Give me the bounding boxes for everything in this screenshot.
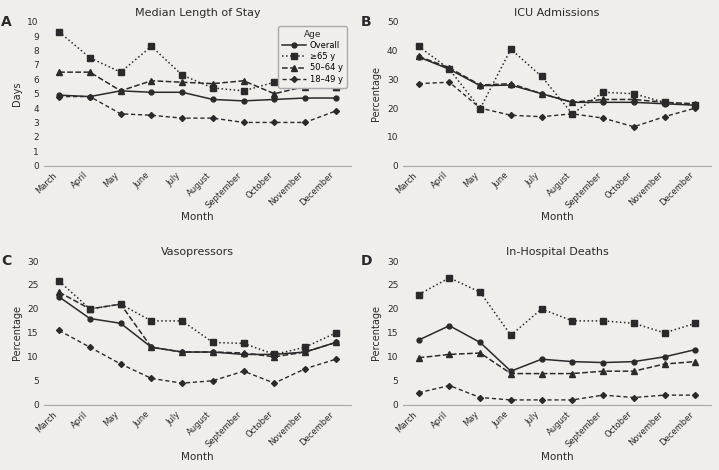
Y-axis label: Percentage: Percentage xyxy=(12,306,22,360)
Title: Vasopressors: Vasopressors xyxy=(161,248,234,258)
Text: B: B xyxy=(360,15,371,29)
Y-axis label: Percentage: Percentage xyxy=(372,66,381,121)
Title: In-Hospital Deaths: In-Hospital Deaths xyxy=(505,248,608,258)
Text: C: C xyxy=(1,254,11,268)
Y-axis label: Percentage: Percentage xyxy=(372,306,381,360)
Title: Median Length of Stay: Median Length of Stay xyxy=(134,8,260,18)
Legend: Overall, ≥65 y, 50–64 y, 18–49 y: Overall, ≥65 y, 50–64 y, 18–49 y xyxy=(278,26,347,88)
X-axis label: Month: Month xyxy=(181,452,214,462)
Text: D: D xyxy=(360,254,372,268)
Text: A: A xyxy=(1,15,12,29)
Y-axis label: Days: Days xyxy=(12,81,22,106)
X-axis label: Month: Month xyxy=(181,212,214,222)
X-axis label: Month: Month xyxy=(541,212,573,222)
X-axis label: Month: Month xyxy=(541,452,573,462)
Title: ICU Admissions: ICU Admissions xyxy=(514,8,600,18)
